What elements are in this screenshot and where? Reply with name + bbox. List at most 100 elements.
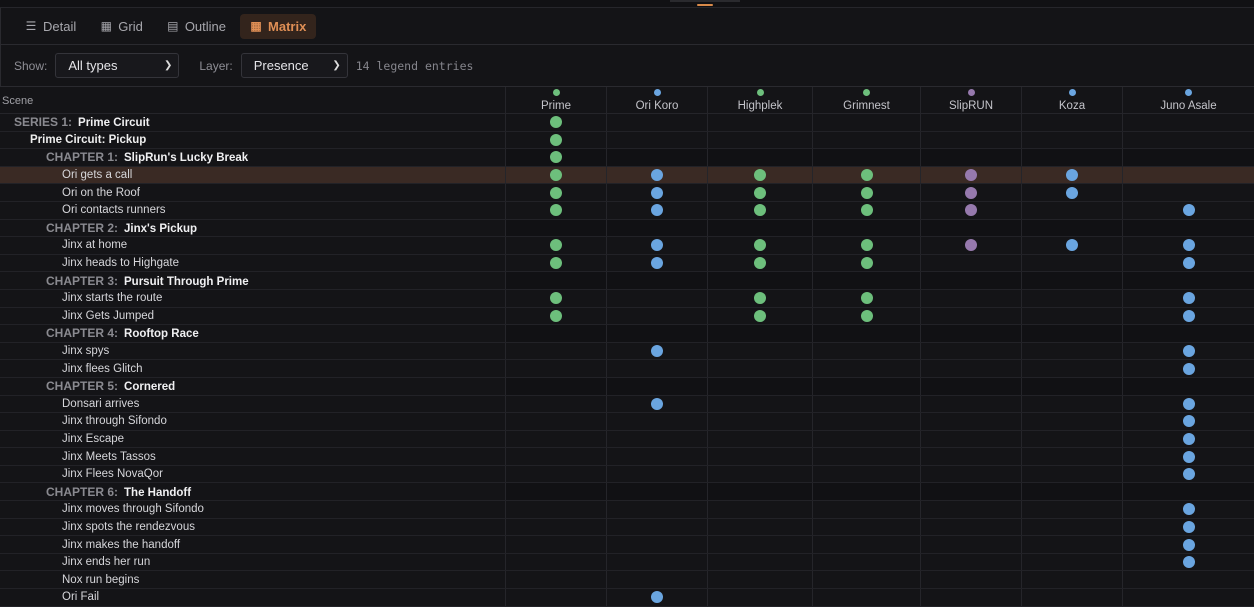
presence-cell[interactable]: [1021, 166, 1122, 184]
presence-cell[interactable]: [920, 201, 1021, 219]
presence-cell[interactable]: [505, 237, 606, 254]
presence-cell[interactable]: [606, 131, 707, 149]
presence-cell[interactable]: [812, 254, 920, 272]
tab-detail[interactable]: ☰ Detail: [15, 14, 86, 39]
scene-row[interactable]: Jinx spys: [0, 342, 1254, 361]
presence-cell[interactable]: [606, 114, 707, 131]
presence-cell[interactable]: [707, 307, 812, 325]
presence-cell[interactable]: [920, 131, 1021, 149]
presence-cell[interactable]: [707, 166, 812, 184]
presence-cell[interactable]: [606, 289, 707, 307]
presence-cell[interactable]: [920, 184, 1021, 201]
presence-cell[interactable]: [707, 518, 812, 536]
presence-cell[interactable]: [606, 536, 707, 553]
presence-cell[interactable]: [707, 377, 812, 395]
presence-cell[interactable]: [812, 272, 920, 289]
presence-cell[interactable]: [606, 307, 707, 325]
presence-cell[interactable]: [920, 114, 1021, 131]
presence-cell[interactable]: [606, 166, 707, 184]
presence-cell[interactable]: [1122, 571, 1254, 589]
presence-cell[interactable]: [606, 571, 707, 589]
column-header[interactable]: Grimnest: [812, 87, 920, 113]
scene-row[interactable]: Nox run begins: [0, 571, 1254, 590]
presence-cell[interactable]: [812, 589, 920, 606]
presence-cell[interactable]: [812, 307, 920, 325]
chapter-row[interactable]: CHAPTER 5: Cornered: [0, 377, 1254, 396]
chapter-row[interactable]: CHAPTER 1: SlipRun's Lucky Break: [0, 149, 1254, 167]
presence-cell[interactable]: [1021, 237, 1122, 254]
presence-cell[interactable]: [707, 483, 812, 501]
presence-cell[interactable]: [505, 589, 606, 606]
presence-cell[interactable]: [920, 553, 1021, 571]
presence-cell[interactable]: [1021, 553, 1122, 571]
presence-cell[interactable]: [707, 465, 812, 483]
scene-row[interactable]: Jinx makes the handoff: [0, 536, 1254, 554]
presence-cell[interactable]: [505, 553, 606, 571]
presence-cell[interactable]: [812, 201, 920, 219]
presence-cell[interactable]: [1021, 289, 1122, 307]
presence-cell[interactable]: [920, 518, 1021, 536]
presence-cell[interactable]: [707, 413, 812, 430]
scene-row[interactable]: Jinx Escape: [0, 430, 1254, 449]
presence-cell[interactable]: [812, 571, 920, 589]
presence-cell[interactable]: [1122, 272, 1254, 289]
presence-cell[interactable]: [1122, 536, 1254, 553]
presence-cell[interactable]: [1021, 448, 1122, 465]
chapter-row[interactable]: CHAPTER 2: Jinx's Pickup: [0, 219, 1254, 238]
presence-cell[interactable]: [1122, 483, 1254, 501]
presence-cell[interactable]: [505, 483, 606, 501]
presence-cell[interactable]: [606, 553, 707, 571]
presence-cell[interactable]: [606, 483, 707, 501]
presence-cell[interactable]: [1021, 413, 1122, 430]
scene-column-header[interactable]: Scene: [2, 95, 34, 107]
presence-cell[interactable]: [505, 272, 606, 289]
presence-cell[interactable]: [505, 448, 606, 465]
presence-cell[interactable]: [812, 430, 920, 448]
presence-cell[interactable]: [920, 501, 1021, 518]
presence-cell[interactable]: [920, 536, 1021, 553]
scene-row[interactable]: Jinx Meets Tassos: [0, 448, 1254, 466]
presence-cell[interactable]: [1122, 325, 1254, 342]
column-header[interactable]: Ori Koro: [606, 87, 707, 113]
presence-cell[interactable]: [606, 201, 707, 219]
layer-select[interactable]: Presence ❯: [240, 53, 348, 78]
presence-cell[interactable]: [920, 377, 1021, 395]
presence-cell[interactable]: [920, 430, 1021, 448]
scene-row[interactable]: Ori gets a call: [0, 166, 1254, 185]
presence-cell[interactable]: [1021, 131, 1122, 149]
presence-cell[interactable]: [920, 465, 1021, 483]
presence-cell[interactable]: [1021, 184, 1122, 201]
presence-cell[interactable]: [505, 395, 606, 413]
presence-cell[interactable]: [707, 219, 812, 237]
scene-row[interactable]: Donsari arrives: [0, 395, 1254, 414]
scene-row[interactable]: Jinx heads to Highgate: [0, 254, 1254, 273]
presence-cell[interactable]: [812, 149, 920, 166]
presence-cell[interactable]: [812, 518, 920, 536]
presence-cell[interactable]: [1021, 589, 1122, 606]
presence-cell[interactable]: [606, 377, 707, 395]
presence-cell[interactable]: [606, 465, 707, 483]
presence-cell[interactable]: [812, 342, 920, 360]
presence-cell[interactable]: [812, 465, 920, 483]
presence-cell[interactable]: [707, 553, 812, 571]
presence-cell[interactable]: [707, 536, 812, 553]
presence-cell[interactable]: [606, 325, 707, 342]
presence-cell[interactable]: [707, 448, 812, 465]
presence-cell[interactable]: [1122, 465, 1254, 483]
presence-cell[interactable]: [1122, 237, 1254, 254]
presence-cell[interactable]: [1122, 395, 1254, 413]
presence-cell[interactable]: [505, 149, 606, 166]
presence-cell[interactable]: [812, 360, 920, 377]
presence-cell[interactable]: [920, 237, 1021, 254]
presence-cell[interactable]: [606, 518, 707, 536]
presence-cell[interactable]: [812, 413, 920, 430]
presence-cell[interactable]: [1122, 166, 1254, 184]
presence-cell[interactable]: [505, 289, 606, 307]
presence-cell[interactable]: [1122, 518, 1254, 536]
presence-cell[interactable]: [707, 571, 812, 589]
presence-cell[interactable]: [812, 536, 920, 553]
panel-handle[interactable]: [670, 0, 740, 2]
show-type-select[interactable]: All types ❯: [55, 53, 180, 78]
column-header[interactable]: SlipRUN: [920, 87, 1021, 113]
presence-cell[interactable]: [606, 448, 707, 465]
